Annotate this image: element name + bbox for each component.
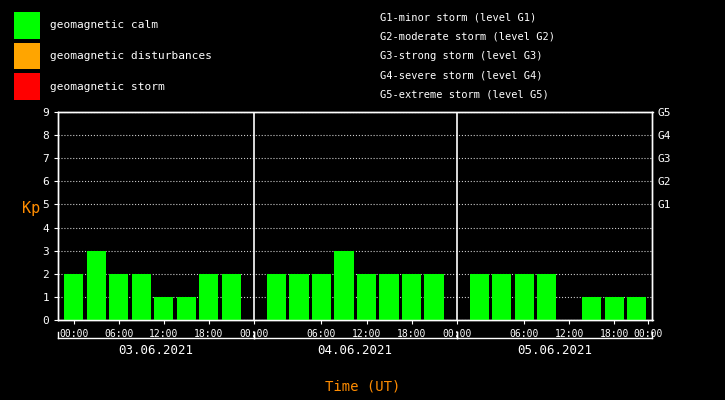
Bar	[109, 274, 128, 320]
Bar	[334, 251, 354, 320]
Text: Time (UT): Time (UT)	[325, 380, 400, 394]
Bar	[289, 274, 309, 320]
Text: G2-moderate storm (level G2): G2-moderate storm (level G2)	[381, 32, 555, 42]
Bar	[492, 274, 511, 320]
Bar	[14, 12, 40, 39]
Bar	[267, 274, 286, 320]
Text: geomagnetic calm: geomagnetic calm	[50, 20, 158, 30]
Bar	[357, 274, 376, 320]
Bar	[425, 274, 444, 320]
Bar	[605, 297, 624, 320]
Bar	[470, 274, 489, 320]
Bar	[582, 297, 601, 320]
Bar	[177, 297, 196, 320]
Bar	[132, 274, 151, 320]
Text: G4-severe storm (level G4): G4-severe storm (level G4)	[381, 70, 543, 80]
Bar	[379, 274, 399, 320]
Text: G1-minor storm (level G1): G1-minor storm (level G1)	[381, 13, 536, 22]
Text: 05.06.2021: 05.06.2021	[517, 344, 592, 357]
Y-axis label: Kp: Kp	[22, 201, 40, 216]
Bar	[402, 274, 421, 320]
Bar	[14, 73, 40, 100]
Bar	[199, 274, 218, 320]
Bar	[87, 251, 106, 320]
Text: geomagnetic disturbances: geomagnetic disturbances	[50, 51, 212, 61]
Text: G5-extreme storm (level G5): G5-extreme storm (level G5)	[381, 89, 550, 99]
Bar	[14, 42, 40, 70]
Bar	[65, 274, 83, 320]
Text: 04.06.2021: 04.06.2021	[318, 344, 393, 357]
Text: G3-strong storm (level G3): G3-strong storm (level G3)	[381, 51, 543, 61]
Bar	[222, 274, 241, 320]
Text: 03.06.2021: 03.06.2021	[118, 344, 194, 357]
Text: geomagnetic storm: geomagnetic storm	[50, 82, 165, 92]
Bar	[537, 274, 556, 320]
Bar	[627, 297, 646, 320]
Bar	[312, 274, 331, 320]
Bar	[515, 274, 534, 320]
Bar	[154, 297, 173, 320]
